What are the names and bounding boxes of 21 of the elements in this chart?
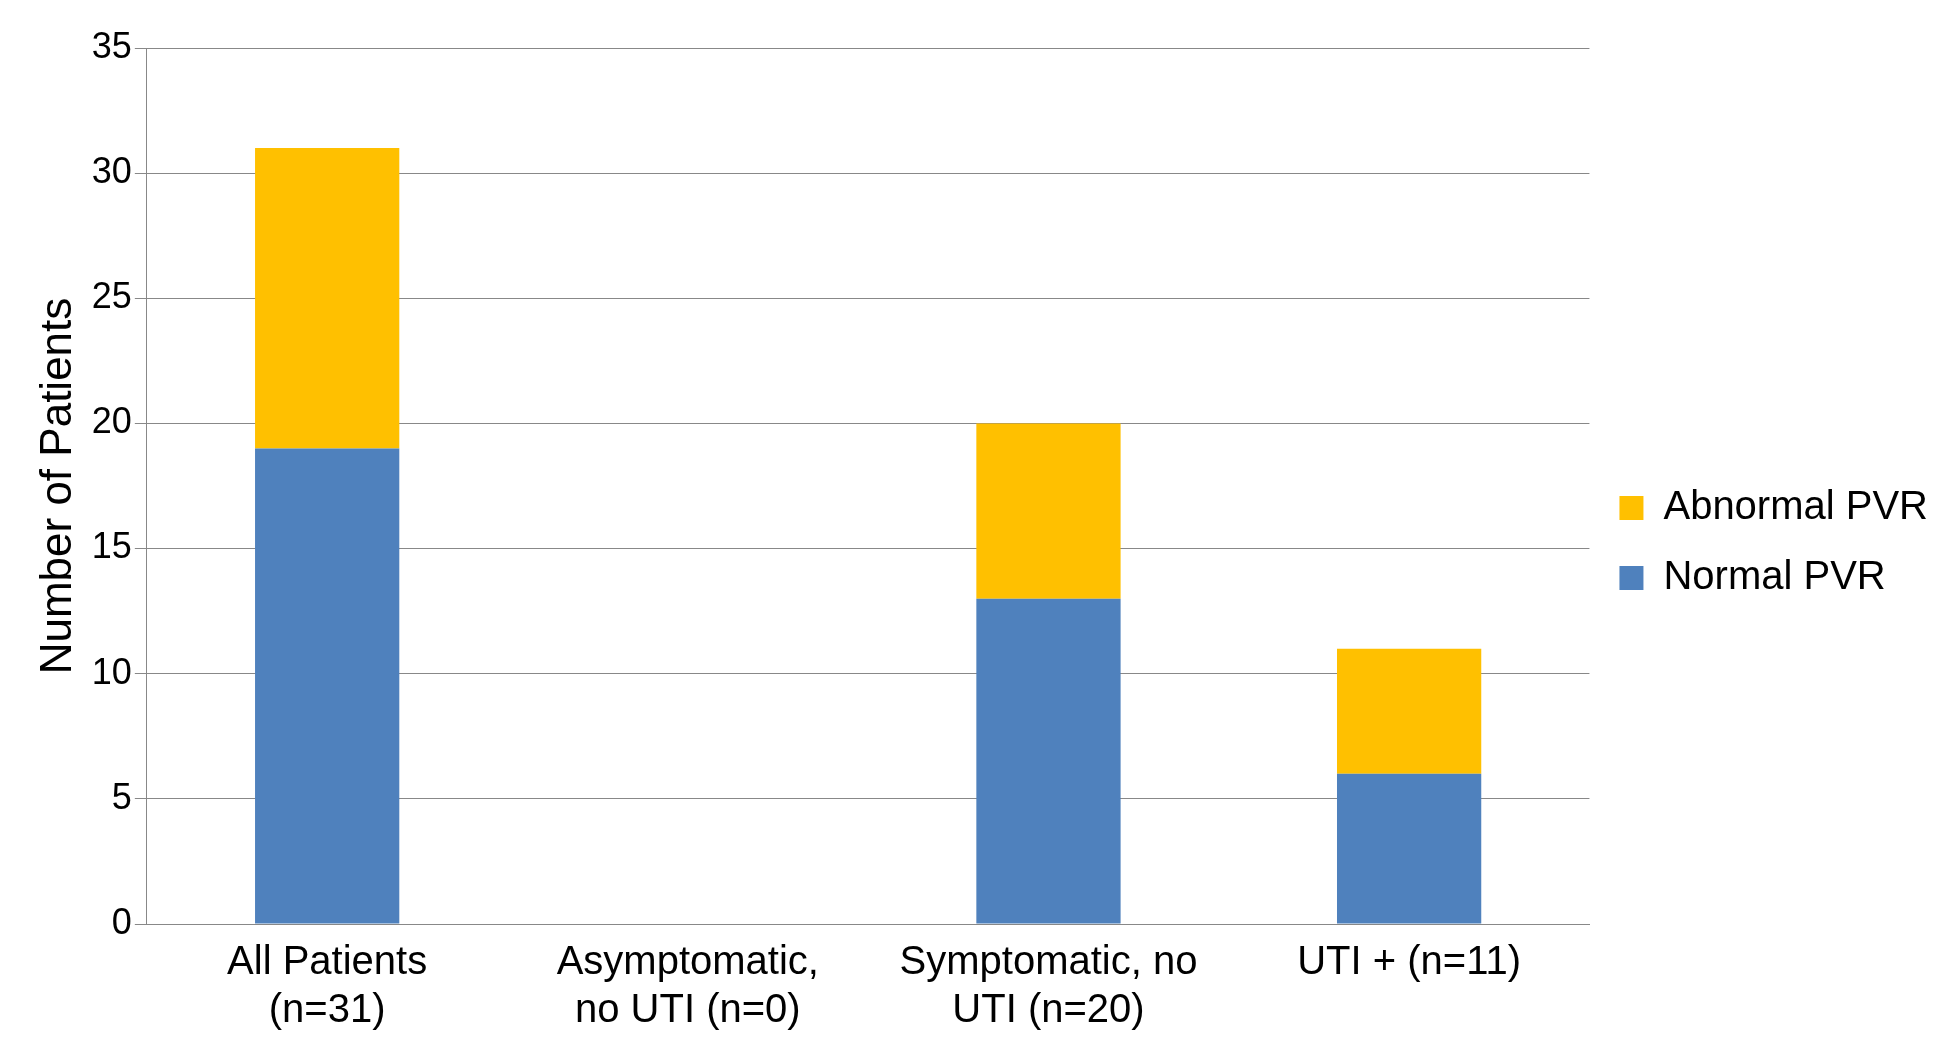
x-tick-label: Asymptomatic, no UTI (n=0) [556, 938, 819, 1031]
bar [255, 448, 400, 924]
y-axis-title: Number of Patients [30, 297, 80, 675]
bar [976, 423, 1121, 599]
x-tick-label: All Patients (n=31) [227, 938, 428, 1031]
y-tick-label: 15 [91, 525, 132, 567]
y-tick-label: 0 [111, 900, 132, 942]
legend-label: Normal PVR [1663, 553, 1886, 598]
bar [1336, 648, 1482, 774]
y-tick-label: 30 [91, 150, 132, 192]
legend-label: Abnormal PVR [1663, 483, 1929, 528]
y-tick-label: 5 [111, 775, 132, 817]
bar [1336, 773, 1482, 924]
y-tick-label: 35 [91, 24, 132, 66]
x-tick-label: UTI + (n=11) [1297, 938, 1522, 983]
bar [255, 148, 400, 449]
bar [976, 598, 1121, 924]
y-tick-label: 10 [91, 650, 132, 692]
y-tick-label: 20 [91, 400, 132, 442]
y-tick-label: 25 [91, 275, 132, 317]
x-tick-label: Symptomatic, no UTI (n=20) [899, 938, 1198, 1031]
